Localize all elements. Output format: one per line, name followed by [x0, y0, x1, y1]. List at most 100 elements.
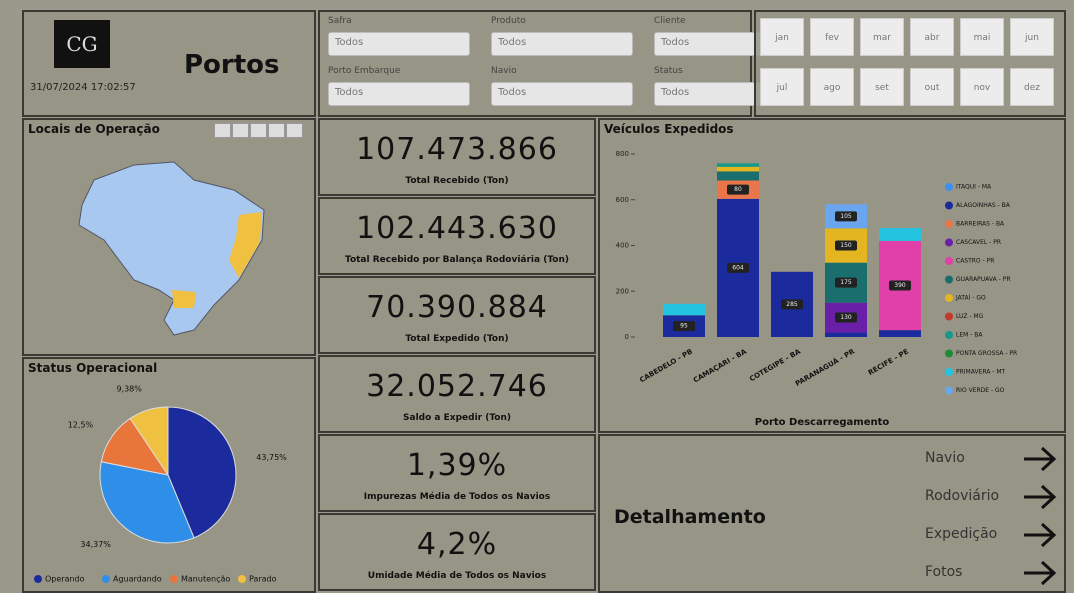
legend-swatch [945, 350, 953, 358]
kpi-value: 70.390.884 [320, 290, 594, 325]
kpi-value: 107.473.866 [320, 132, 594, 167]
legend-label: RIO VERDE - GO [956, 387, 1005, 394]
month-button[interactable]: dez [1010, 68, 1054, 106]
nav-arrow[interactable] [1024, 562, 1054, 584]
legend-label: ALAGOINHAS - BA [956, 202, 1011, 209]
page: Portos html, body { margin: 0; padding: … [0, 0, 1074, 593]
month-button[interactable]: mai [960, 18, 1004, 56]
kpi-card: 4,2% Umidade Média de Todos os Navios [318, 513, 596, 591]
month-button[interactable]: nov [960, 68, 1004, 106]
filter-label: Cliente [654, 16, 686, 26]
legend-swatch [945, 183, 953, 191]
month-button[interactable]: ago [810, 68, 854, 106]
kpi-label: Total Expedido (Ton) [320, 334, 594, 344]
bar-value-label: 105 [840, 213, 852, 220]
filter-panel: Safra Todos Produto Todos Cliente Todos Porto … [318, 10, 752, 117]
x-axis-title: Porto Descarregamento [755, 417, 890, 428]
legend-swatch [945, 294, 953, 302]
legend-swatch [945, 387, 953, 395]
bar-segment [663, 304, 705, 315]
chart-svg [1020, 482, 1060, 512]
legend-label: CASCAVEL - PR [956, 239, 1001, 246]
kpi-label: Total Recebido por Balança Rodoviária (T… [320, 255, 594, 265]
kpi-value: 102.443.630 [320, 211, 594, 246]
pie-value-label: 9,38% [116, 384, 142, 393]
filter-dropdown[interactable]: Todos [328, 82, 470, 106]
kpi-value: 4,2% [320, 527, 594, 562]
legend-label: Operando [45, 575, 85, 584]
filter-dropdown[interactable]: Todos [491, 82, 633, 106]
month-button[interactable]: out [910, 68, 954, 106]
kpi-label: Saldo a Expedir (Ton) [320, 413, 594, 423]
bar-segment [825, 332, 867, 337]
month-button[interactable]: jun [1010, 18, 1054, 56]
filter-label: Status [654, 66, 683, 76]
legend-label: LUZ - MG [956, 313, 984, 320]
filter-dropdown[interactable]: Todos [491, 32, 633, 56]
y-tick-label: 200 [616, 287, 629, 295]
chart-svg [1020, 444, 1060, 474]
nav-link[interactable]: Fotos [925, 564, 962, 580]
filter-dropdown[interactable]: Todos [328, 32, 470, 56]
filter-label: Safra [328, 16, 352, 26]
chart-svg: 020040060080095CABEDELO - PB60480CAMAÇAR… [600, 120, 1064, 431]
filter-label: Produto [491, 16, 526, 26]
month-button[interactable]: jan [760, 18, 804, 56]
month-button[interactable]: jul [760, 68, 804, 106]
chart-svg [24, 120, 314, 354]
bar-value-label: 604 [732, 264, 744, 271]
detail-title: Detalhamento [614, 506, 766, 528]
logo: CG [54, 20, 110, 68]
bar-value-label: 95 [680, 323, 688, 330]
legend-label: Parado [249, 575, 277, 584]
legend-label: PONTA GROSSA - PR [956, 350, 1017, 357]
pie-value-label: 34,37% [80, 540, 111, 549]
bar-segment [879, 228, 921, 241]
month-button[interactable]: fev [810, 18, 854, 56]
x-tick-label: PARANAGUÁ - PR [794, 346, 857, 388]
month-button[interactable]: abr [910, 18, 954, 56]
nav-link[interactable]: Expedição [925, 526, 997, 542]
bar-value-label: 150 [840, 242, 852, 249]
month-button[interactable]: mar [860, 18, 904, 56]
nav-arrow[interactable] [1024, 448, 1054, 470]
kpi-value: 32.052.746 [320, 369, 594, 404]
bar-segment [717, 167, 759, 172]
month-button[interactable]: set [860, 68, 904, 106]
nav-arrow[interactable] [1024, 524, 1054, 546]
y-tick-label: 0 [625, 333, 629, 341]
legend-swatch [945, 220, 953, 228]
legend-label: PRIMAVERA - MT [956, 369, 1006, 376]
legend-swatch [945, 331, 953, 339]
legend-label: GUARAPUAVA - PR [956, 276, 1011, 283]
legend-swatch [238, 575, 246, 583]
kpi-card: 70.390.884 Total Expedido (Ton) [318, 276, 596, 354]
y-tick-label: 800 [616, 150, 629, 158]
kpi-label: Umidade Média de Todos os Navios [320, 571, 594, 581]
x-tick-label: CABEDELO - PB [638, 348, 694, 385]
bar-value-label: 80 [734, 186, 742, 193]
bar-segment [717, 163, 759, 166]
bar-value-label: 390 [894, 282, 906, 289]
nav-link[interactable]: Rodoviário [925, 488, 999, 504]
legend-swatch [102, 575, 110, 583]
bar-value-label: 175 [840, 279, 852, 286]
map-region-highlight [172, 290, 196, 308]
filter-label: Porto Embarque [328, 66, 400, 76]
detail-panel: Detalhamento Navio Rodoviário Expedição Foto… [598, 434, 1066, 593]
map-panel: Locais de Operação [22, 118, 316, 356]
page-title: Portos [184, 50, 280, 80]
legend-swatch [170, 575, 178, 583]
y-tick-label: 600 [616, 196, 629, 204]
nav-arrow[interactable] [1024, 486, 1054, 508]
legend-label: CASTRO - PR [956, 258, 994, 265]
bar-segment [879, 330, 921, 337]
legend-swatch [945, 202, 953, 210]
y-tick-label: 400 [616, 242, 629, 250]
kpi-label: Impurezas Média de Todos os Navios [320, 492, 594, 502]
nav-link[interactable]: Navio [925, 450, 965, 466]
